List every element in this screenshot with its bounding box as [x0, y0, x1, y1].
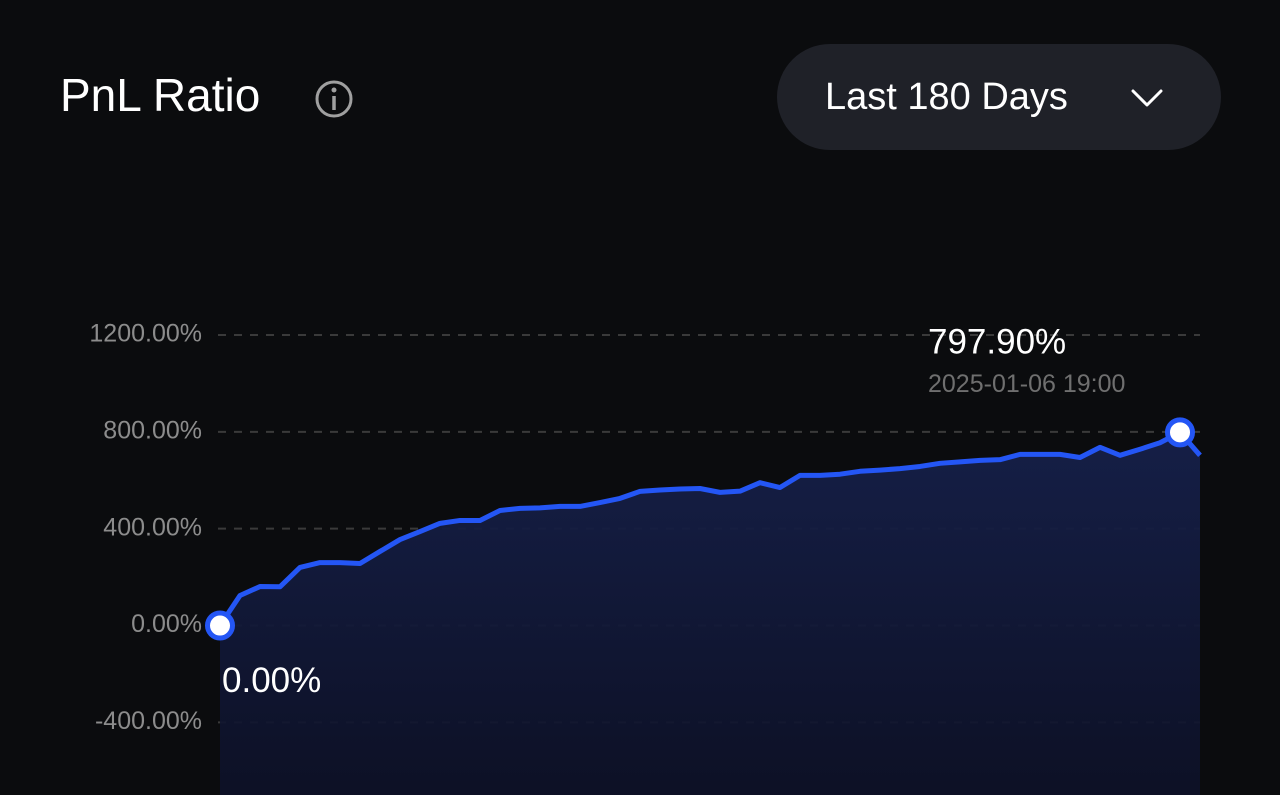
point-marker [1165, 417, 1195, 448]
line [217, 429, 1202, 627]
info-icon[interactable] [315, 80, 353, 118]
y-tick-label: -400.00% [95, 707, 202, 735]
area [220, 432, 1200, 795]
y-tick-label: 800.00% [103, 416, 202, 444]
y-tick-label: 400.00% [103, 513, 202, 541]
y-tick-label: 0.00% [131, 610, 202, 638]
title: PnL Ratio [60, 69, 260, 121]
y-tick-label: 1200.00% [89, 320, 202, 348]
range-dropdown[interactable]: Last 180 Days [777, 44, 1221, 150]
annotation-value: 797.90% [928, 323, 1066, 362]
annotation-value: 0.00% [222, 661, 321, 700]
point-marker [205, 610, 235, 641]
range-label: Last 180 Days [825, 76, 1068, 118]
annotation-date: 2025-01-06 19:00 [928, 370, 1125, 398]
